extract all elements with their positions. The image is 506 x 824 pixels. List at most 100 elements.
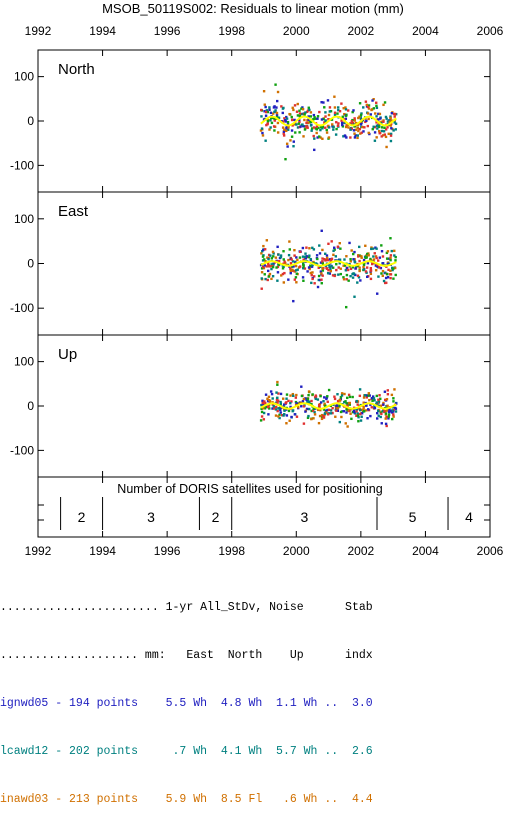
data-point — [302, 397, 306, 401]
data-point — [315, 254, 319, 257]
data-point — [264, 393, 268, 396]
data-point — [296, 102, 299, 106]
data-point — [338, 109, 342, 113]
data-point — [384, 412, 388, 415]
top-tick-label: 2004 — [412, 24, 439, 38]
data-point — [389, 116, 392, 120]
data-point — [293, 269, 296, 273]
data-point — [378, 112, 382, 116]
data-point — [360, 256, 363, 259]
data-point — [375, 394, 378, 398]
data-point — [276, 396, 279, 399]
data-point — [316, 398, 320, 401]
data-point — [272, 407, 276, 410]
data-point — [380, 126, 384, 129]
data-point — [375, 101, 378, 104]
data-point — [379, 397, 382, 401]
data-point — [279, 402, 283, 405]
data-point — [359, 116, 362, 119]
data-point — [307, 255, 311, 259]
data-point — [385, 265, 388, 268]
data-point — [393, 388, 396, 391]
data-point — [392, 397, 395, 400]
data-point — [358, 127, 361, 131]
data-point — [321, 261, 324, 264]
data-point — [359, 123, 363, 126]
data-point — [376, 411, 379, 415]
data-point — [340, 102, 343, 105]
data-point — [288, 240, 291, 243]
data-point — [289, 139, 292, 142]
data-point — [302, 267, 305, 270]
data-point — [334, 133, 338, 136]
data-point — [269, 126, 272, 129]
data-point — [377, 259, 380, 262]
data-point — [356, 134, 360, 137]
data-point — [274, 83, 277, 86]
data-point — [373, 399, 376, 402]
data-point — [349, 274, 352, 278]
data-point — [367, 408, 370, 411]
data-point — [266, 118, 270, 122]
data-point — [295, 281, 298, 284]
data-point — [386, 276, 390, 279]
data-point — [291, 260, 295, 263]
data-point — [265, 109, 269, 112]
data-point — [276, 279, 279, 282]
data-point — [321, 267, 324, 270]
data-point — [337, 108, 340, 112]
data-point — [385, 281, 388, 284]
data-point — [308, 247, 311, 250]
data-point — [266, 397, 269, 400]
data-point — [274, 408, 278, 411]
data-point — [324, 259, 327, 262]
data-point — [348, 262, 351, 266]
data-point — [293, 118, 296, 122]
data-point — [281, 397, 285, 400]
data-point — [358, 102, 362, 105]
y-tick-label: 100 — [14, 355, 34, 369]
data-point — [365, 256, 368, 259]
data-point — [290, 258, 293, 261]
satellite-count: 2 — [212, 509, 220, 525]
data-point — [316, 257, 319, 261]
data-point — [260, 410, 264, 414]
data-point — [365, 271, 368, 274]
data-point — [342, 135, 345, 138]
data-point — [381, 255, 385, 258]
data-point — [324, 264, 328, 267]
data-point — [279, 392, 283, 396]
satellites-title: Number of DORIS satellites used for posi… — [117, 482, 382, 496]
data-point — [310, 129, 313, 132]
data-point — [268, 108, 271, 111]
data-point — [302, 263, 305, 266]
data-point — [269, 111, 273, 114]
data-point — [343, 121, 346, 125]
data-point — [306, 401, 309, 404]
data-point — [367, 392, 371, 395]
data-point — [267, 257, 270, 261]
data-point — [332, 128, 335, 131]
data-point — [384, 128, 388, 131]
data-point — [261, 401, 264, 405]
data-point — [285, 126, 288, 130]
data-point — [365, 404, 368, 407]
data-point — [348, 395, 352, 399]
data-point — [333, 95, 336, 98]
data-point — [306, 416, 310, 420]
data-point — [367, 254, 370, 257]
data-point — [299, 250, 302, 254]
data-point — [337, 122, 340, 125]
data-point — [292, 145, 295, 148]
data-point — [336, 406, 340, 410]
data-point — [377, 401, 381, 404]
data-point — [285, 117, 289, 120]
data-point — [291, 106, 294, 110]
data-point — [359, 279, 362, 282]
data-point — [377, 409, 380, 413]
data-point — [337, 106, 340, 109]
data-point — [284, 157, 287, 161]
bottom-tick-label: 2004 — [412, 544, 439, 558]
data-point — [378, 394, 381, 397]
data-point — [282, 258, 285, 261]
